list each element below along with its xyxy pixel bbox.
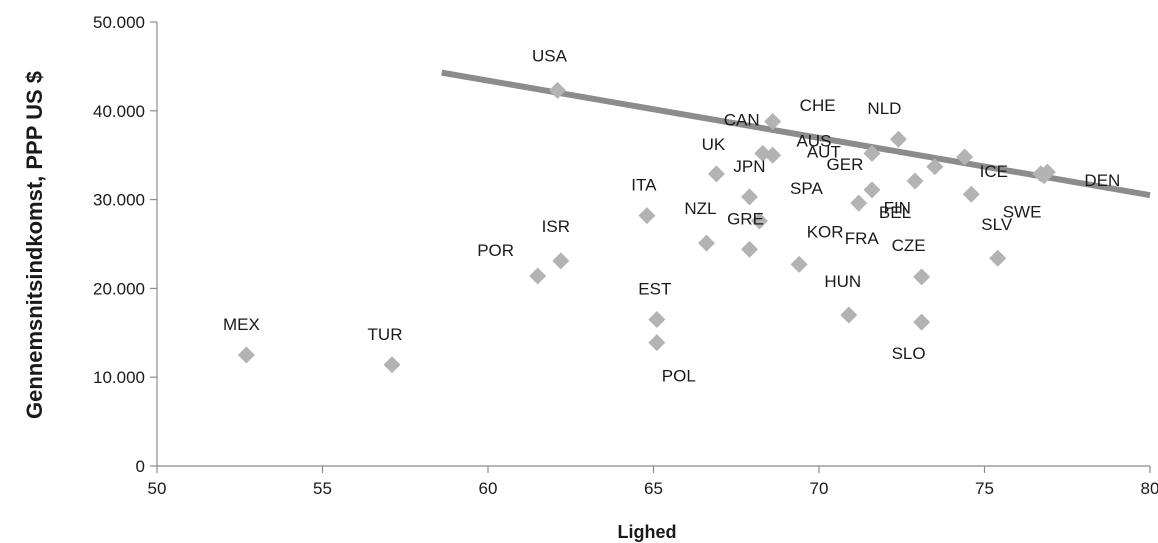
data-point — [740, 240, 758, 258]
point-label: ITA — [631, 176, 657, 195]
point-label: ISR — [542, 217, 570, 236]
x-tick-label: 55 — [313, 479, 332, 498]
data-point — [850, 194, 868, 212]
data-point — [926, 158, 944, 176]
data-point — [552, 252, 570, 270]
point-label: TUR — [368, 325, 403, 344]
point-label: SLO — [892, 344, 926, 363]
data-point — [840, 306, 858, 324]
data-point — [549, 81, 567, 99]
y-tick-label: 10.000 — [93, 368, 145, 387]
data-point — [790, 255, 808, 273]
data-point — [863, 144, 881, 162]
point-label: POL — [662, 367, 696, 386]
data-point — [956, 148, 974, 166]
x-tick-label: 60 — [479, 479, 498, 498]
y-tick-label: 30.000 — [93, 191, 145, 210]
point-label: CAN — [724, 110, 760, 129]
point-label: SWE — [1003, 203, 1042, 222]
point-label: HUN — [824, 272, 861, 291]
axes: 0 10.000 20.000 30.000 40.000 50.000 50 55 60 65… — [93, 13, 1158, 498]
data-point — [863, 181, 881, 199]
data-point — [913, 268, 931, 286]
point-label: AUS — [796, 131, 831, 150]
y-tick-label: 20.000 — [93, 279, 145, 298]
data-point — [529, 267, 547, 285]
point-label: POR — [477, 241, 514, 260]
data-point — [989, 249, 1007, 267]
data-point — [383, 356, 401, 374]
data-point — [764, 112, 782, 130]
point-label: KOR — [807, 222, 844, 241]
point-label: CZE — [892, 236, 926, 255]
x-tick-label: 75 — [975, 479, 994, 498]
data-point — [1038, 163, 1056, 181]
point-label: EST — [638, 279, 671, 298]
point-label: CHE — [800, 96, 836, 115]
data-points — [237, 81, 1056, 374]
x-tick-label: 70 — [810, 479, 829, 498]
x-tick-label: 65 — [644, 479, 663, 498]
point-label: GRE — [727, 209, 764, 228]
point-label: NLD — [867, 99, 901, 118]
data-point — [638, 207, 656, 225]
x-axis-title: Lighed — [618, 522, 677, 542]
point-label: UK — [702, 135, 726, 154]
data-point — [707, 165, 725, 183]
point-label: JPN — [733, 157, 765, 176]
point-label: FRA — [845, 229, 880, 248]
data-point — [764, 146, 782, 164]
data-point — [648, 310, 666, 328]
point-label: ICE — [980, 162, 1008, 181]
point-label: BEL — [879, 203, 911, 222]
data-point — [740, 188, 758, 206]
x-tick-label: 80 — [1141, 479, 1158, 498]
y-ticks: 0 10.000 20.000 30.000 40.000 50.000 — [93, 13, 157, 476]
point-label: GER — [827, 155, 864, 174]
data-point — [913, 313, 931, 331]
data-point — [906, 172, 924, 190]
x-ticks: 50 55 60 65 70 75 80 — [148, 466, 1158, 498]
data-point — [697, 234, 715, 252]
data-point — [889, 130, 907, 148]
data-point — [237, 346, 255, 364]
data-point — [962, 185, 980, 203]
point-label: USA — [532, 46, 568, 65]
y-tick-label: 50.000 — [93, 13, 145, 32]
y-tick-label: 40.000 — [93, 102, 145, 121]
point-label: SLV — [981, 215, 1013, 234]
data-point — [648, 334, 666, 352]
y-tick-label: 0 — [136, 457, 145, 476]
point-label: AUT — [807, 143, 841, 162]
point-labels: MEX TUR POR ISR USA ITA EST POL NZL UK GRE JPN SPA CA… — [223, 46, 1120, 385]
point-label: NZL — [684, 199, 716, 218]
point-label: FIN — [884, 198, 911, 217]
data-point — [750, 212, 768, 230]
x-tick-label: 50 — [148, 479, 167, 498]
point-label: SPA — [790, 179, 823, 198]
point-label: DEN — [1084, 171, 1120, 190]
y-axis-title: Gennemsnitsindkomst, PPP US $ — [22, 71, 47, 419]
point-label: MEX — [223, 315, 260, 334]
